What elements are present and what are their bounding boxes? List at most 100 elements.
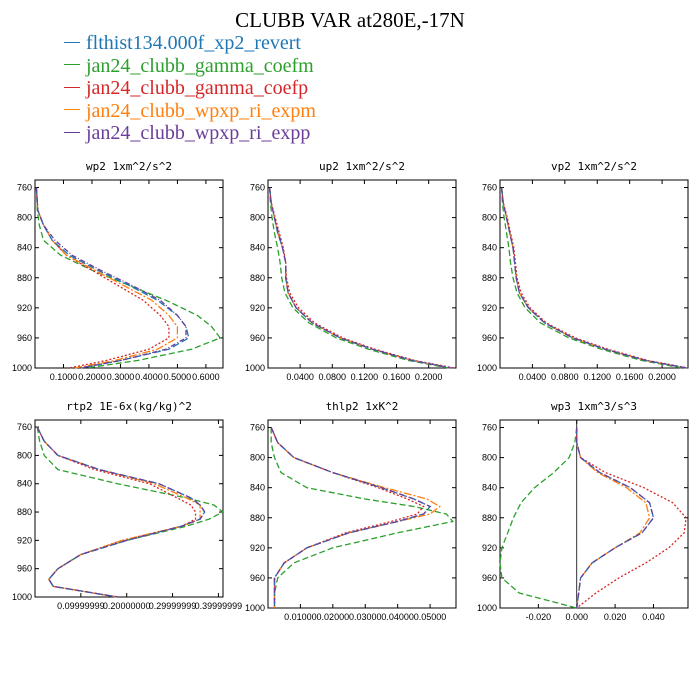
y-tick-label: 800 xyxy=(250,453,265,463)
panel-title: rtp2 1E-6x(kg/kg)^2 xyxy=(66,400,192,413)
legend-item-1: jan24_clubb_gamma_coefm xyxy=(64,55,316,78)
panel-frame xyxy=(34,179,224,369)
x-tick-label: 0.4000 xyxy=(135,372,163,382)
legend-swatch-4 xyxy=(64,131,80,133)
y-tick-label: 880 xyxy=(17,507,32,517)
y-tick-label: 840 xyxy=(482,243,497,253)
x-tick-label: 0.09999999 xyxy=(57,601,105,611)
y-tick-label: 760 xyxy=(482,423,497,433)
y-tick-label: 960 xyxy=(482,573,497,583)
x-tick-label: 0.2000 xyxy=(78,372,106,382)
x-tick-label: 0.6000 xyxy=(192,372,220,382)
y-tick-label: 1000 xyxy=(477,363,497,373)
x-tick-label: 0.3000 xyxy=(107,372,135,382)
x-tick-label: 0.0800 xyxy=(319,372,347,382)
x-tick-label: 0.0400 xyxy=(286,372,314,382)
x-tick-label: 0.1200 xyxy=(351,372,379,382)
panel-2: vp2 1xm^2/s^2 760 800 840 880 920 960 1000 0.040… xyxy=(477,160,689,382)
x-tick-label: 0.040 xyxy=(642,612,665,622)
series-line-3 xyxy=(270,427,441,608)
series-line-3 xyxy=(35,187,179,369)
panel-frame xyxy=(267,179,457,369)
panel-frame xyxy=(267,419,457,609)
series-line-1 xyxy=(499,427,578,609)
y-tick-label: 1000 xyxy=(477,603,497,613)
x-tick-label: 0.2000 xyxy=(415,372,443,382)
x-tick-label: 0.03000 xyxy=(349,612,382,622)
legend-swatch-3 xyxy=(64,109,80,111)
x-tick-label: 0.02000 xyxy=(317,612,350,622)
x-tick-label: 0.1600 xyxy=(616,372,644,382)
panel-title: vp2 1xm^2/s^2 xyxy=(551,160,637,173)
series-line-0 xyxy=(36,426,206,598)
series-line-4 xyxy=(576,427,655,609)
panel-title: wp2 1xm^2/s^2 xyxy=(86,160,172,173)
legend-item-0: flthist134.000f_xp2_revert xyxy=(64,32,316,55)
series-line-3 xyxy=(576,427,651,609)
x-tick-label: 0.04000 xyxy=(381,612,414,622)
y-tick-label: 840 xyxy=(17,243,32,253)
y-tick-label: 840 xyxy=(482,483,497,493)
legend-label-1: jan24_clubb_gamma_coefm xyxy=(86,54,314,77)
series-line-1 xyxy=(268,187,449,369)
series-line-3 xyxy=(36,426,201,598)
y-tick-label: 920 xyxy=(17,535,32,545)
x-tick-label: 0.000 xyxy=(565,612,588,622)
series-line-0 xyxy=(270,427,432,608)
chart-title: CLUBB VAR at280E,-17N xyxy=(235,8,465,32)
series-line-1 xyxy=(500,187,683,369)
y-tick-label: 960 xyxy=(250,573,265,583)
series-line-2 xyxy=(35,187,170,369)
y-tick-label: 800 xyxy=(482,453,497,463)
series-line-3 xyxy=(268,187,452,369)
y-tick-label: 1000 xyxy=(245,603,265,613)
legend-swatch-2 xyxy=(64,86,80,88)
x-tick-label: 0.20000000 xyxy=(103,601,151,611)
y-tick-label: 760 xyxy=(250,183,265,193)
x-tick-label: 0.39999999 xyxy=(195,601,243,611)
legend-label-4: jan24_clubb_wpxp_ri_expp xyxy=(86,122,311,144)
x-tick-label: 0.05000 xyxy=(414,612,447,622)
y-tick-label: 1000 xyxy=(12,592,32,602)
y-tick-label: 920 xyxy=(250,303,265,313)
y-tick-label: 800 xyxy=(17,450,32,460)
y-tick-label: 960 xyxy=(17,333,32,343)
series-line-2 xyxy=(270,427,425,608)
panel-title: thlp2 1xK^2 xyxy=(326,400,399,413)
panel-0: wp2 1xm^2/s^2 760 800 840 880 920 960 1000 0.100… xyxy=(12,160,224,382)
legend-item-4: jan24_clubb_wpxp_ri_expp xyxy=(64,122,316,145)
y-tick-label: 760 xyxy=(17,183,32,193)
y-tick-label: 880 xyxy=(482,513,497,523)
y-tick-label: 880 xyxy=(482,273,497,283)
series-line-3 xyxy=(500,187,687,369)
y-tick-label: 960 xyxy=(17,564,32,574)
panel-1: up2 1xm^2/s^2 760 800 840 880 920 960 1000 0.040… xyxy=(245,160,457,382)
panel-frame xyxy=(34,419,224,598)
series-line-1 xyxy=(35,187,222,369)
y-tick-label: 920 xyxy=(250,543,265,553)
series-line-4 xyxy=(270,427,432,608)
x-tick-label: 0.2000 xyxy=(648,372,676,382)
x-tick-label: 0.1600 xyxy=(383,372,411,382)
series-line-4 xyxy=(35,187,187,369)
y-tick-label: 920 xyxy=(17,303,32,313)
x-tick-label: 0.0400 xyxy=(519,372,547,382)
panel-frame xyxy=(499,179,689,369)
series-line-2 xyxy=(576,427,687,609)
series-line-4 xyxy=(268,187,452,369)
y-tick-label: 760 xyxy=(17,422,32,432)
y-tick-label: 1000 xyxy=(245,363,265,373)
series-line-0 xyxy=(500,187,687,369)
x-tick-label: 0.0800 xyxy=(551,372,579,382)
x-tick-label: 0.01000 xyxy=(284,612,317,622)
panel-3: rtp2 1E-6x(kg/kg)^2 760 800 840 880 920 960 100… xyxy=(12,400,242,611)
series-line-2 xyxy=(36,426,197,598)
legend-label-3: jan24_clubb_wpxp_ri_expm xyxy=(86,99,316,122)
x-tick-label: 0.1200 xyxy=(583,372,611,382)
y-tick-label: 880 xyxy=(250,273,265,283)
y-tick-label: 800 xyxy=(482,213,497,223)
panel-5: wp3 1xm^3/s^3 760 800 840 880 920 960 1000 -0.02… xyxy=(477,400,689,622)
panel-frame xyxy=(499,419,689,609)
series-line-2 xyxy=(500,187,689,369)
